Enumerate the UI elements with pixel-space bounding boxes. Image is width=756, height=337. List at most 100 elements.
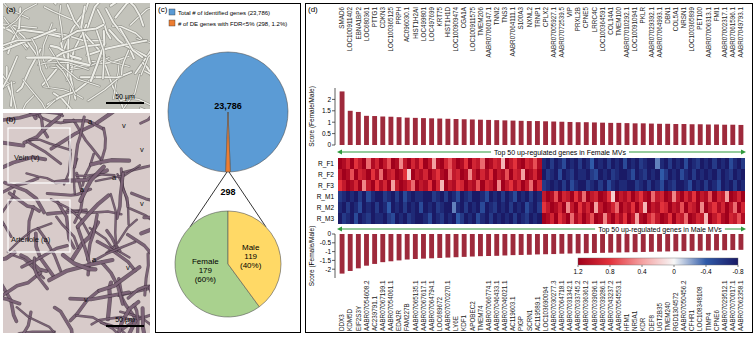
cell-edge — [17, 307, 54, 332]
y-tick — [332, 269, 335, 270]
bar — [494, 120, 499, 145]
heatmap-cell — [387, 213, 391, 224]
bar — [616, 234, 621, 252]
heatmap-cell — [529, 213, 533, 224]
heatmap-cell — [411, 158, 415, 169]
heatmap-cell — [607, 169, 611, 180]
cell-edge — [49, 260, 112, 280]
cell-edge — [57, 202, 74, 248]
x-tick-label: LOC100365899 — [688, 7, 695, 52]
heatmap-cell — [501, 158, 505, 169]
colorbar-tick-label: 0 — [672, 268, 676, 275]
heatmap-cell — [395, 158, 399, 169]
heatmap-cell — [537, 202, 541, 213]
heatmap-cell — [594, 191, 598, 202]
x-tick-label: AABR07060147.1 — [485, 7, 492, 58]
heatmap-cell — [655, 158, 659, 169]
cell — [96, 30, 104, 79]
heatmap-cell — [660, 158, 664, 169]
cell-edge — [144, 204, 150, 218]
bar — [673, 234, 678, 251]
cell-edge — [120, 29, 142, 58]
heatmap-cell — [391, 180, 395, 191]
heatmap-cell — [729, 158, 733, 169]
heatmap-cell — [647, 213, 651, 224]
cell-edge — [130, 3, 143, 26]
cell-edge — [23, 80, 52, 109]
bar — [600, 123, 605, 145]
bar — [600, 234, 605, 253]
heatmap-cell — [448, 158, 452, 169]
heatmap-cell — [680, 202, 684, 213]
y-tick — [332, 251, 335, 252]
heatmap-cell — [529, 191, 533, 202]
heatmap-cell — [521, 191, 525, 202]
cell-edge — [56, 217, 78, 248]
heatmap-cell — [692, 158, 696, 169]
cell — [23, 80, 52, 109]
heatmap-cell — [525, 169, 529, 180]
heatmap-cell — [550, 180, 554, 191]
bar — [380, 117, 385, 146]
x-tick-label: PET100 — [696, 7, 703, 30]
cell-edge — [15, 96, 33, 109]
heatmap-cell — [489, 213, 493, 224]
x-tick-label: EDA2R — [395, 310, 402, 331]
x-tick-label: PKLR — [639, 7, 646, 24]
heatmap-cell — [729, 202, 733, 213]
x-tick-label: KDF1 — [460, 314, 467, 331]
arrow-head — [741, 150, 746, 155]
cell-edge — [3, 294, 20, 304]
heatmap-cell — [375, 191, 379, 202]
heatmap-cell — [423, 213, 427, 224]
heatmap-cell — [570, 191, 574, 202]
heatmap-cell — [598, 169, 602, 180]
heatmap-cell — [387, 202, 391, 213]
heatmap-cell — [472, 191, 476, 202]
heatmap-cell — [586, 169, 590, 180]
heatmap-cell — [615, 213, 619, 224]
cell — [128, 286, 150, 298]
heatmap-cell — [717, 191, 721, 202]
heatmap-cell — [696, 169, 700, 180]
cell — [57, 202, 74, 248]
cell — [122, 50, 129, 75]
heatmap-cell — [448, 191, 452, 202]
x-tick-label: PRPH — [395, 7, 402, 25]
bar — [364, 116, 369, 145]
heatmap-cell — [354, 158, 358, 169]
heatmap-cell — [419, 191, 423, 202]
cell — [88, 215, 97, 260]
heatmap-cell — [562, 191, 566, 202]
bar — [551, 234, 556, 254]
heatmap-cell — [651, 213, 655, 224]
heatmap-cell — [647, 202, 651, 213]
heatmap-cell — [407, 202, 411, 213]
arrow-head — [741, 227, 746, 232]
data-label: 298 — [220, 187, 235, 197]
heatmap-cell — [708, 158, 712, 169]
y-tick — [332, 242, 335, 243]
cell — [3, 273, 41, 299]
heatmap-cell — [505, 202, 509, 213]
bars — [340, 91, 744, 145]
heatmap-cell — [619, 169, 623, 180]
heatmap-cell — [554, 191, 558, 202]
heatmap-cell — [676, 158, 680, 169]
bar — [527, 234, 532, 255]
heatmap-cell — [525, 158, 529, 169]
heatmap-cell — [570, 202, 574, 213]
y-tick — [332, 234, 335, 235]
cell-edge — [96, 165, 140, 181]
heatmap-cell — [509, 213, 513, 224]
heatmap-cell — [440, 158, 444, 169]
heatmap-cell — [639, 169, 643, 180]
heatmap-cell — [529, 202, 533, 213]
heatmap-cell — [619, 191, 623, 202]
heatmap-cell — [350, 191, 354, 202]
bars — [340, 234, 744, 274]
heatmap-cell — [684, 158, 688, 169]
heatmap-cell — [383, 180, 387, 191]
bar — [502, 120, 507, 145]
heatmap-cell — [521, 202, 525, 213]
